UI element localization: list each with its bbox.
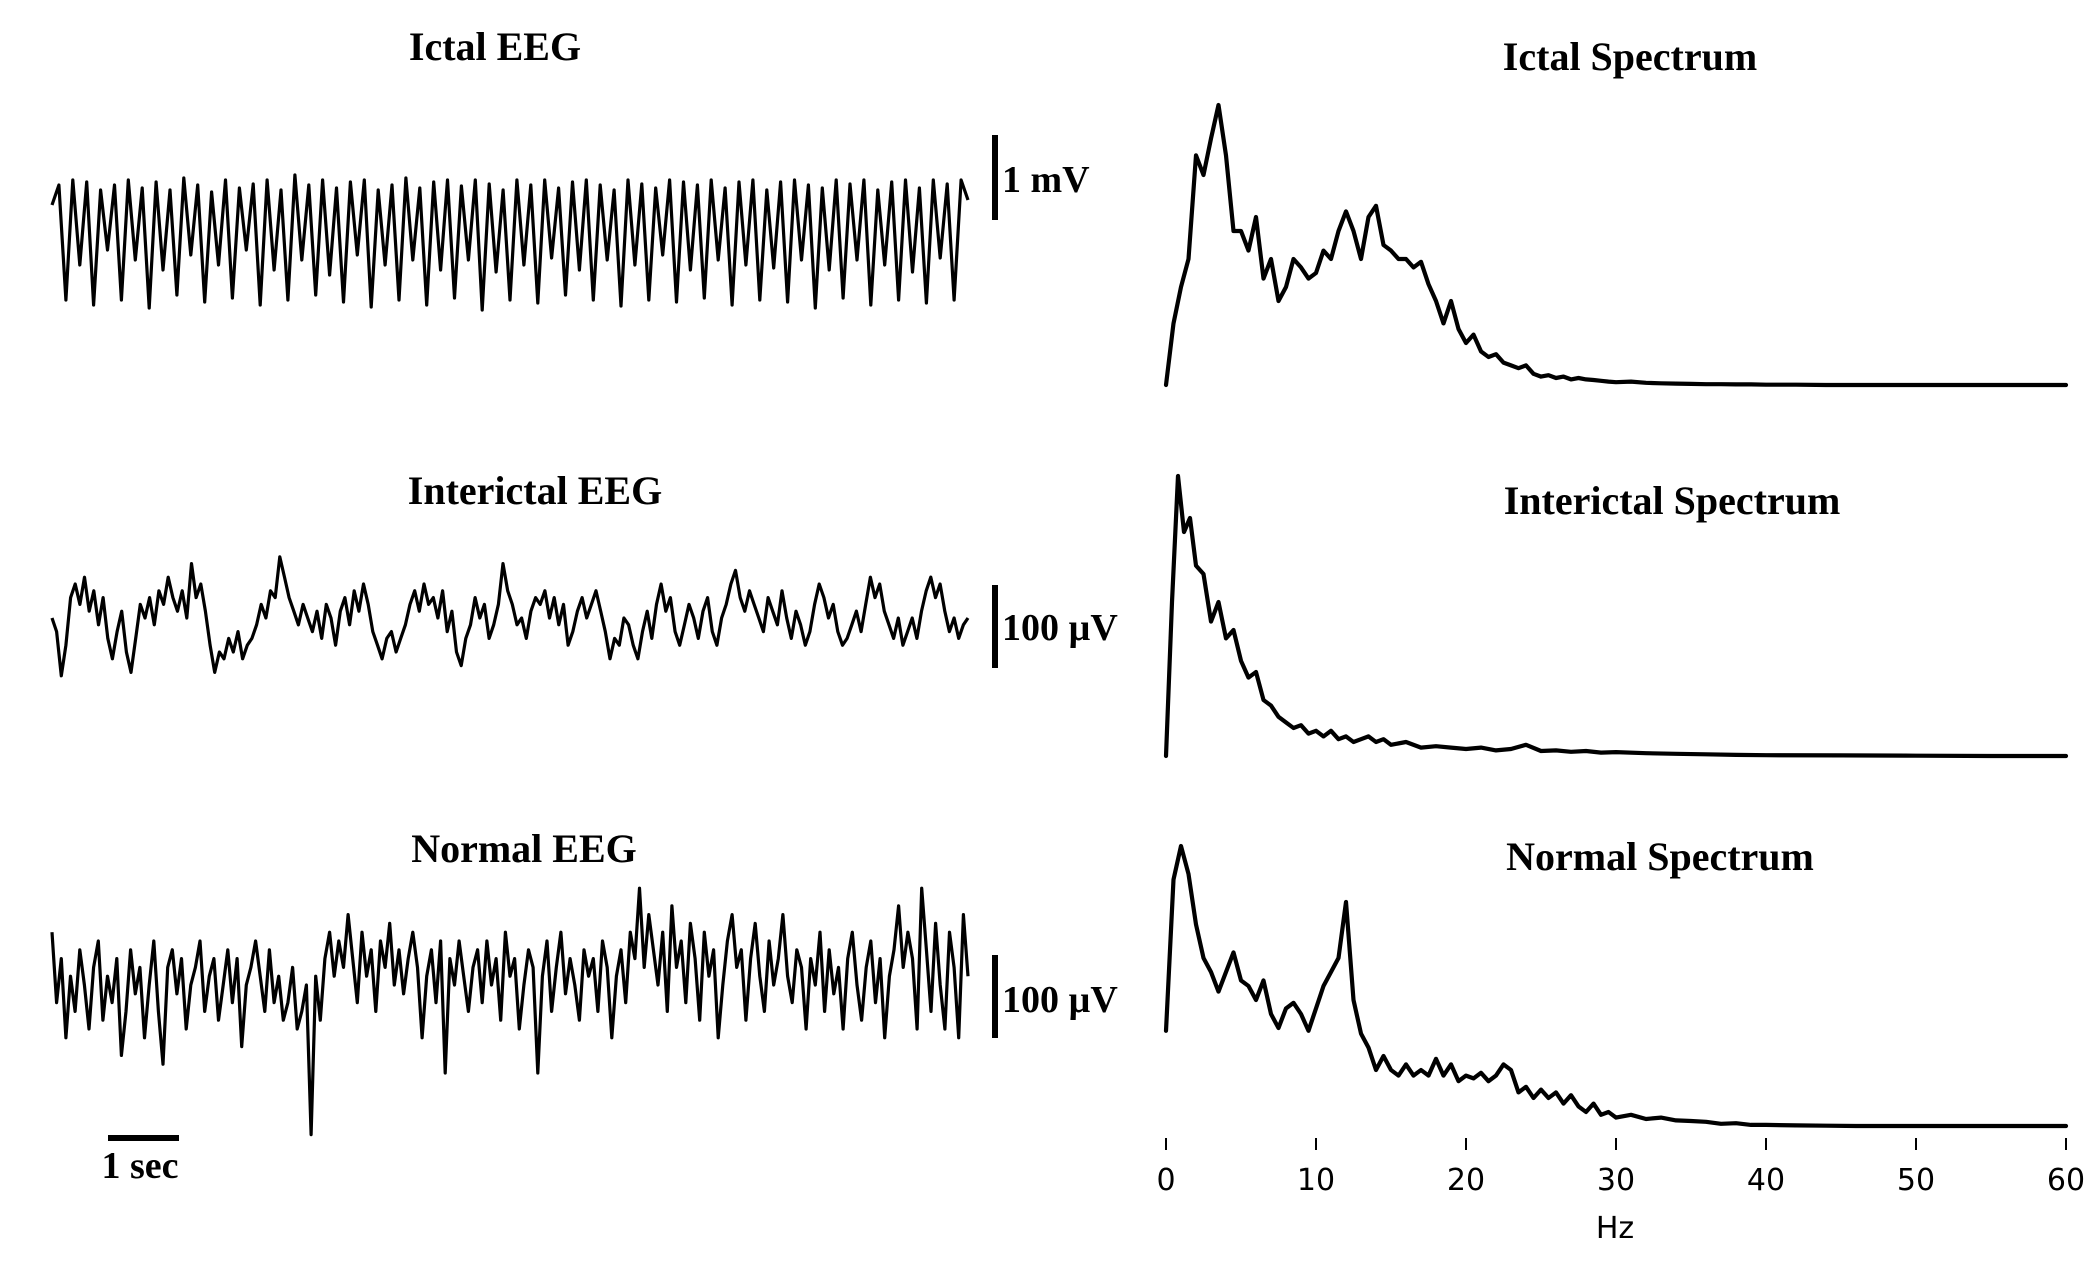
interictal-eeg-trace: [50, 555, 970, 678]
interictal-spectrum-title: Interictal Spectrum: [1504, 478, 1841, 523]
normal-eeg-title: Normal EEG: [411, 826, 637, 871]
x-axis: 0 10 20 30 40 50 60: [1156, 1138, 2085, 1198]
normal-spectrum-curve: [1163, 843, 2069, 1129]
x-tick-label: 60: [2047, 1163, 2085, 1198]
interictal-eeg-title: Interictal EEG: [408, 468, 662, 513]
ictal-spectrum-title: Ictal Spectrum: [1503, 34, 1757, 79]
x-tick-label: 20: [1447, 1163, 1485, 1198]
x-tick-label: 30: [1597, 1163, 1635, 1198]
ictal-spectrum-curve: [1163, 102, 2069, 388]
ictal-eeg-trace: [50, 173, 970, 312]
ictal-eeg-title: Ictal EEG: [409, 24, 581, 69]
x-tick-label: 10: [1297, 1163, 1335, 1198]
normal-eeg-trace: [50, 886, 970, 1137]
ictal-scale-label: 1 mV: [1002, 159, 1090, 201]
x-axis-label: Hz: [1596, 1211, 1634, 1246]
x-tick-label: 0: [1156, 1163, 1175, 1198]
normal-scale-label: 100 µV: [1002, 979, 1118, 1021]
x-tick-label: 50: [1897, 1163, 1935, 1198]
x-tick-label: 40: [1747, 1163, 1785, 1198]
normal-spectrum-title: Normal Spectrum: [1506, 834, 1814, 879]
time-scale-label: 1 sec: [101, 1145, 178, 1187]
interictal-scale-label: 100 µV: [1002, 607, 1118, 649]
interictal-spectrum-curve: [1163, 473, 2069, 759]
